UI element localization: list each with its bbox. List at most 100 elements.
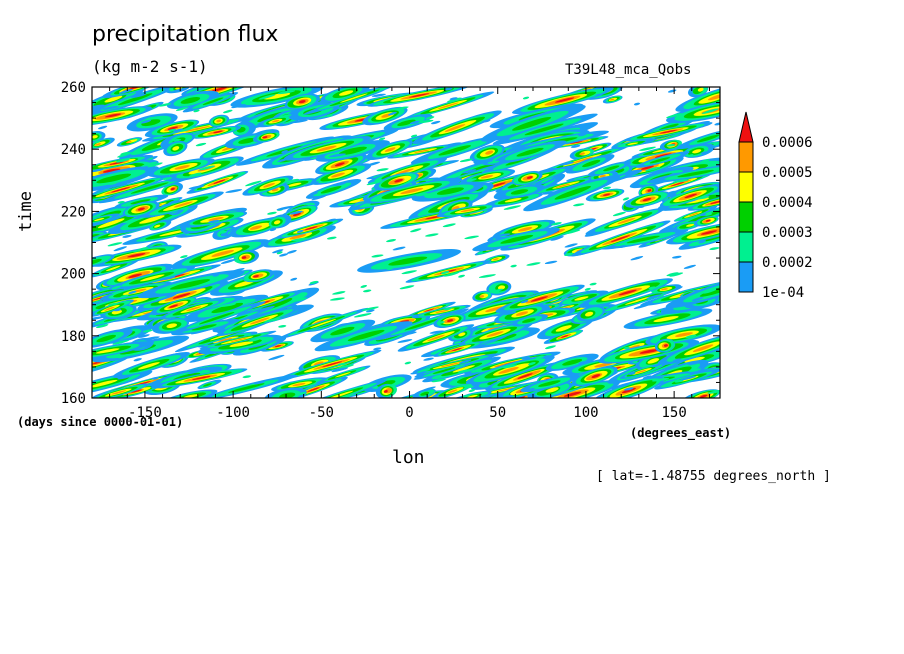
precip-contour: [414, 149, 431, 153]
precip-contour: [447, 319, 454, 322]
precip-streak: [257, 116, 290, 128]
precip-streak: [198, 334, 282, 355]
precip-dash: [268, 354, 285, 361]
precip-dash: [269, 130, 279, 134]
precip-dash: [113, 308, 122, 312]
precip-contour: [387, 111, 397, 116]
precip-contour: [515, 311, 529, 316]
precip-contour: [443, 272, 460, 277]
precip-contour: [185, 126, 211, 132]
precip-contour: [667, 89, 677, 93]
precip-contour: [361, 306, 379, 311]
precip-contour: [464, 235, 479, 240]
precip-dash: [187, 205, 198, 209]
colorbar-segment: [738, 171, 754, 203]
precip-contour: [255, 297, 265, 301]
precip-contour: [466, 394, 478, 398]
precip-contour: [564, 252, 574, 256]
precip-contour: [416, 371, 427, 376]
precip-dash: [161, 203, 172, 207]
precip-contour: [122, 234, 132, 238]
precip-contour: [120, 151, 131, 156]
precip-contour: [425, 233, 439, 237]
precip-contour: [213, 179, 226, 184]
precip-contour: [294, 297, 308, 302]
precip-contour: [326, 236, 337, 240]
precip-dash: [399, 285, 415, 290]
precip-dash: [420, 386, 436, 392]
precip-streak: [433, 341, 484, 357]
precip-contour: [705, 219, 711, 222]
precip-contour: [211, 302, 244, 314]
precip-dash: [198, 165, 215, 171]
precip-streak: [182, 92, 239, 113]
precip-contour: [528, 362, 536, 366]
precip-contour: [309, 319, 337, 329]
precip-contour: [93, 140, 101, 144]
precip-contour: [544, 345, 557, 350]
precip-dash: [564, 252, 574, 256]
precip-contour: [316, 145, 337, 152]
precip-contour: [683, 264, 696, 269]
precip-contour: [545, 387, 559, 393]
precip-dash: [504, 311, 517, 315]
precip-streak: [665, 273, 720, 309]
precip-dash: [133, 246, 149, 253]
precip-streak: [363, 374, 412, 392]
precip-streak: [108, 266, 196, 290]
precip-dash: [189, 172, 202, 177]
precip-contour: [653, 316, 679, 323]
precip-streak: [316, 365, 371, 384]
precip-contour: [564, 243, 578, 248]
precip-streak: [635, 350, 677, 370]
precip-dash: [481, 119, 491, 123]
precip-contour: [617, 217, 636, 225]
precip-dash: [457, 369, 474, 373]
precip-dash: [326, 114, 333, 117]
precip-contour: [562, 359, 583, 366]
precip-contour: [170, 200, 183, 204]
precip-contour: [337, 364, 355, 369]
precip-dash: [309, 191, 318, 196]
precip-dash: [667, 89, 677, 93]
precip-contour: [92, 168, 105, 173]
precip-contour: [296, 230, 304, 233]
precip-contour: [502, 364, 518, 369]
precip-contour: [209, 87, 228, 93]
precip-dash: [387, 111, 397, 116]
precip-contour: [489, 288, 504, 294]
precip-dash: [189, 92, 197, 96]
precip-contour: [112, 339, 130, 345]
precip-contour: [703, 288, 718, 294]
precip-contour: [399, 285, 415, 290]
precip-streak: [412, 110, 502, 145]
precip-streak: [404, 91, 495, 120]
precip-dash: [646, 294, 662, 300]
precip-dash: [277, 114, 292, 119]
precip-dash: [466, 385, 474, 389]
precip-dash: [337, 362, 347, 366]
precip-streak: [483, 254, 510, 264]
precip-contour: [125, 141, 132, 144]
precip-contour: [212, 273, 220, 277]
precip-contour: [444, 87, 453, 91]
precip-dash: [612, 211, 626, 217]
precip-dash: [120, 337, 131, 342]
precip-contour: [443, 307, 452, 311]
y-tick-label: 160: [61, 391, 86, 407]
precip-contour: [569, 141, 583, 144]
precip-dash: [290, 277, 298, 281]
precip-contour: [524, 123, 564, 136]
precip-streak: [469, 144, 505, 163]
precip-dash: [162, 177, 172, 180]
precip-dash: [687, 361, 702, 366]
precip-dash: [651, 378, 670, 382]
precip-dash: [700, 151, 711, 155]
precip-contour: [535, 355, 545, 360]
precip-contour: [191, 376, 211, 380]
precip-contour: [602, 193, 611, 196]
precip-contour: [510, 264, 517, 268]
precip-contour: [98, 125, 108, 130]
precip-contour: [230, 337, 249, 342]
precip-dash: [140, 119, 152, 124]
